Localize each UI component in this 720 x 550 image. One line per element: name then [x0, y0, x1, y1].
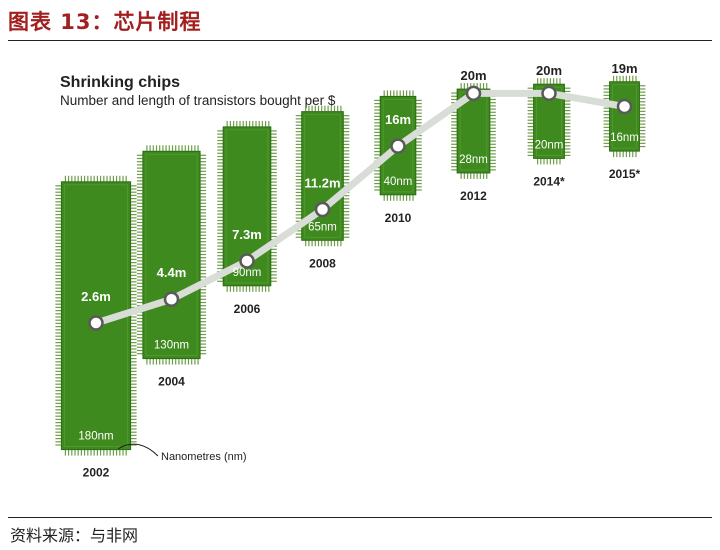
node-size-label: 40nm — [384, 176, 413, 188]
chip-pins — [136, 145, 207, 365]
chart-labels: 2.6m 180nm 2002 4.4m 130nm 2004 7.3m 90nm 2006 11… — [78, 61, 640, 480]
chip-pins — [295, 105, 350, 247]
bottom-rule — [8, 517, 712, 518]
top-rule — [8, 40, 712, 41]
year-label: 2014* — [533, 174, 565, 188]
trend-point — [541, 85, 557, 102]
chip-border — [145, 153, 198, 357]
chip-bars — [55, 75, 646, 456]
trend-point — [616, 98, 633, 115]
figure-title: 图表 13：芯片制程 — [8, 10, 202, 34]
transistor-label: 2.6m — [81, 289, 111, 304]
chip-pins — [374, 90, 422, 201]
transistor-label: 20m — [460, 68, 486, 83]
callout-leader — [117, 443, 159, 457]
chip-pins — [603, 75, 646, 158]
transistor-label: 11.2m — [304, 175, 340, 190]
nanometres-callout: Nanometres (nm) — [161, 451, 247, 463]
node-size-label: 90nm — [233, 267, 262, 279]
trend-point — [239, 253, 255, 269]
chip-border — [382, 99, 414, 193]
transistor-label: 7.3m — [232, 227, 262, 242]
trend-point — [390, 138, 406, 154]
chip-pins — [527, 78, 571, 165]
year-label: 2012 — [460, 189, 487, 203]
chart-subtitle: Number and length of transistors bought … — [60, 93, 336, 108]
year-label: 2006 — [234, 302, 261, 316]
transistor-label: 4.4m — [157, 265, 187, 280]
transistor-label: 19m — [611, 61, 637, 76]
chart-title: Shrinking chips — [60, 74, 180, 91]
chip-bar — [142, 150, 201, 360]
chip-bar — [609, 81, 640, 152]
source-note: 资料来源：与非网 — [10, 526, 139, 545]
chip-pins — [217, 120, 277, 292]
transistor-label: 16m — [385, 112, 411, 127]
year-label: 2010 — [385, 211, 412, 225]
trend-point — [88, 315, 104, 331]
year-label: 2002 — [83, 466, 110, 480]
node-size-label: 16nm — [610, 132, 639, 144]
node-size-label: 180nm — [78, 431, 113, 443]
chip-2004 — [136, 145, 207, 365]
node-size-label: 20nm — [535, 139, 564, 151]
trend-point — [465, 85, 482, 102]
transistor-trend — [88, 85, 633, 331]
trend-point — [163, 291, 180, 307]
node-size-label: 28nm — [459, 154, 488, 166]
trend-line — [94, 89, 626, 327]
year-label: 2015* — [609, 167, 641, 181]
trend-point — [314, 201, 331, 218]
chip-2015 — [603, 75, 646, 158]
node-size-label: 65nm — [308, 221, 337, 233]
chip-border — [612, 84, 637, 149]
node-size-label: 130nm — [154, 340, 189, 352]
year-label: 2008 — [309, 256, 336, 270]
chip-pins — [55, 175, 137, 456]
chip-border — [225, 129, 269, 284]
chip-border — [304, 114, 341, 238]
transistor-label: 20m — [536, 63, 562, 78]
year-label: 2004 — [158, 375, 185, 389]
